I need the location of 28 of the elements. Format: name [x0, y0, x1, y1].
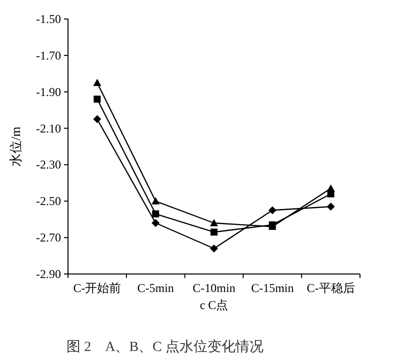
x-tick-label: C-平稳后 — [306, 281, 355, 295]
y-tick-label: -2.50 — [36, 194, 61, 208]
x-tick-label: C-5min — [137, 281, 174, 295]
x-tick-label: C-10min — [192, 281, 236, 295]
y-tick-label: -2.10 — [36, 121, 61, 136]
point — [152, 197, 160, 204]
point — [268, 206, 276, 214]
y-tick-label: -1.50 — [36, 12, 61, 26]
y-axis-title: 水位/m — [8, 126, 23, 166]
text: 图 2 A、B、C 点水位变化情况 — [66, 339, 264, 355]
x-tick-label: C-15min — [251, 281, 294, 295]
point — [210, 219, 218, 226]
y-tick-label: -1.70 — [36, 48, 61, 62]
point — [327, 190, 334, 198]
point — [152, 210, 160, 218]
point — [94, 96, 101, 103]
y-tick-label: -2.70 — [36, 230, 61, 245]
point — [93, 115, 102, 124]
point — [210, 228, 218, 236]
y-tick-label: -2.90 — [36, 267, 61, 281]
point — [326, 202, 335, 211]
x-tick-label: C-开始前 — [73, 281, 122, 295]
point — [152, 219, 160, 227]
point — [210, 244, 218, 252]
y-tick-label: -1.90 — [36, 84, 61, 99]
x-axis-title: c C点 — [200, 298, 228, 312]
y-tick-label: -2.30 — [36, 158, 61, 172]
point — [93, 78, 102, 86]
